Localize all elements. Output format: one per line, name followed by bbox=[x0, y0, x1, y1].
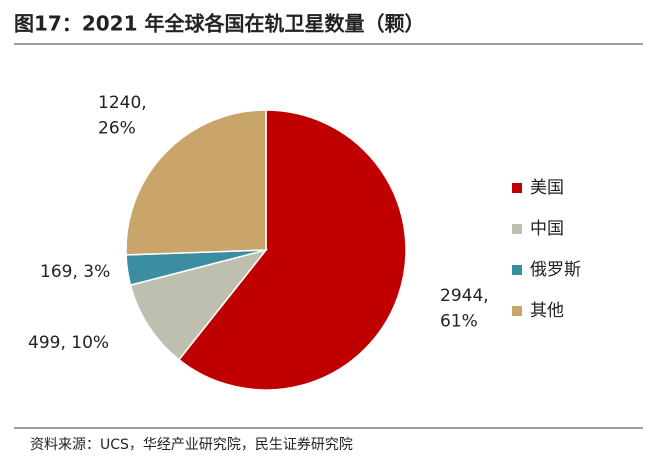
pie-slice bbox=[129, 248, 268, 361]
legend-label: 中国 bbox=[530, 219, 564, 239]
data-label: 1240, 26% bbox=[98, 93, 147, 139]
legend-label: 俄罗斯 bbox=[530, 260, 581, 280]
data-label: 2944, 61% bbox=[440, 286, 489, 332]
data-label: 499, 10% bbox=[28, 333, 109, 353]
chart-title: 图17：2021 年全球各国在轨卫星数量（颗） bbox=[14, 12, 424, 36]
legend-swatch bbox=[512, 183, 522, 193]
pie-slice bbox=[177, 109, 407, 391]
legend-swatch bbox=[512, 306, 522, 316]
source: 资料来源：UCS，华经产业研究院，民生证券研究院 bbox=[30, 437, 353, 453]
data-label: 169, 3% bbox=[40, 262, 110, 282]
legend-label: 其他 bbox=[530, 301, 564, 321]
pie-slice bbox=[125, 109, 267, 256]
legend-swatch bbox=[512, 224, 522, 234]
legend-swatch bbox=[512, 265, 522, 275]
legend-label: 美国 bbox=[530, 178, 564, 198]
